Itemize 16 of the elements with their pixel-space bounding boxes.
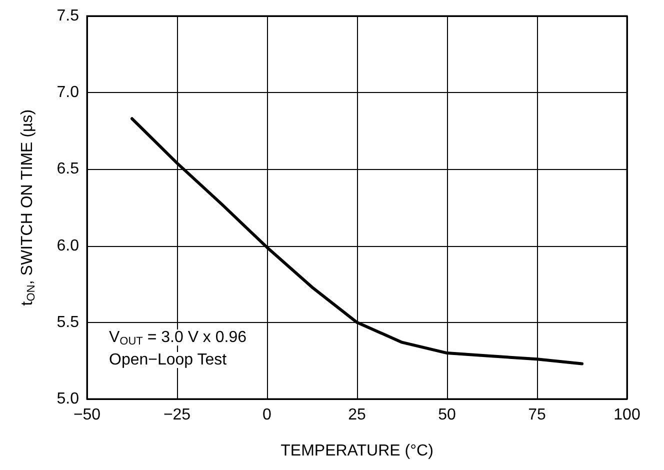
- y-tick-label: 6.0: [56, 237, 80, 254]
- x-tick-label: 75: [528, 406, 546, 424]
- y-tick-label: 7.5: [56, 8, 80, 24]
- x-tick-label: 0: [262, 406, 272, 424]
- x-tick-label: −25: [163, 406, 191, 424]
- y-tick-label: 6.5: [56, 160, 80, 178]
- x-tick-label: 50: [438, 406, 456, 424]
- x-tick-label: −50: [73, 406, 101, 424]
- x-axis-title: TEMPERATURE (°C): [280, 442, 434, 460]
- y-tick-label: 7.0: [56, 84, 80, 102]
- y-tick-label: 5.5: [56, 314, 80, 331]
- x-tick-label: 100: [614, 406, 640, 424]
- annotation: Open−Loop Test: [109, 352, 228, 368]
- y-axis-title: tON, SWITCH ON TIME (µs): [19, 109, 38, 306]
- x-tick-label: 25: [348, 406, 366, 424]
- y-tick-label: 5.0: [56, 390, 80, 408]
